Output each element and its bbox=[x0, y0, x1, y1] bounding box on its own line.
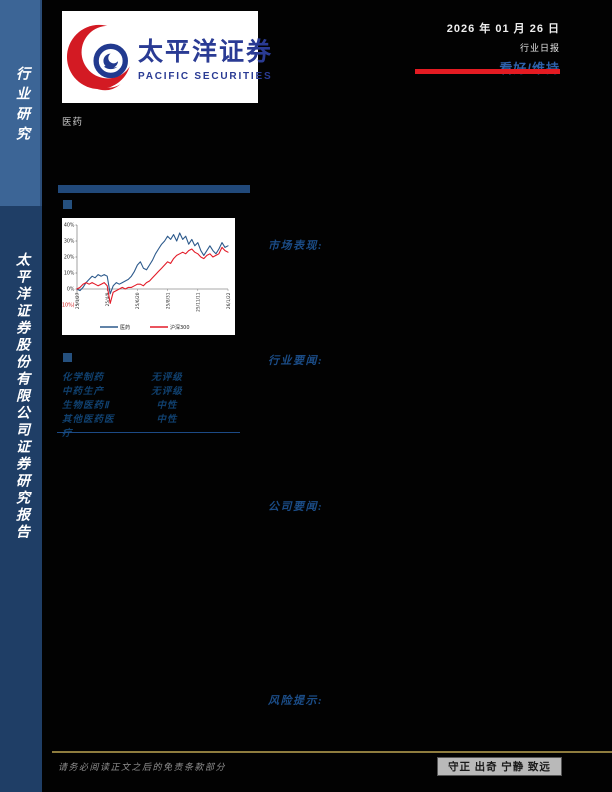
industry-rating: 看好/维持 bbox=[447, 58, 560, 77]
logo: 太平洋证券 PACIFIC SECURITIES bbox=[62, 11, 271, 103]
table-row: 化学制药 无评级 bbox=[62, 371, 240, 385]
subindustry-name: 化学制药 bbox=[62, 373, 105, 383]
table-row: 生物医药Ⅱ 中性 bbox=[62, 399, 240, 413]
heading-industry-news: 行业要闻: bbox=[268, 355, 324, 367]
svg-text:20%: 20% bbox=[64, 255, 75, 261]
sidebar-label-industry-research: 行业研究 bbox=[14, 66, 29, 146]
svg-text:25/11/11: 25/11/11 bbox=[196, 292, 202, 312]
svg-text:30%: 30% bbox=[64, 239, 75, 245]
section-marker-icon bbox=[63, 200, 72, 209]
table-row: 中药生产 无评级 bbox=[62, 385, 240, 399]
svg-text:10%: 10% bbox=[64, 271, 75, 277]
sidebar-bottom-band bbox=[0, 206, 42, 792]
svg-text:26/1/22: 26/1/22 bbox=[226, 292, 232, 309]
heading-company-news: 公司要闻: bbox=[268, 501, 324, 513]
heading-risk-warning: 风险提示: bbox=[268, 695, 324, 707]
svg-text:25/6/20: 25/6/20 bbox=[135, 292, 141, 309]
heading-market-performance: 市场表现: bbox=[268, 240, 324, 252]
svg-text:0%: 0% bbox=[67, 287, 75, 293]
rating-underline-bar bbox=[415, 69, 560, 74]
footer-rule bbox=[52, 751, 612, 753]
performance-chart: 40% 30% 20% 10% 0% (10%)25/1/27 25/4/9 25/6/20 2… bbox=[62, 218, 235, 335]
svg-text:40%: 40% bbox=[64, 223, 75, 229]
table-bottom-rule bbox=[57, 432, 240, 433]
subindustry-name: 中药生产 bbox=[62, 387, 105, 397]
subindustry-rating: 中性 bbox=[156, 415, 178, 425]
svg-text:25/8/31: 25/8/31 bbox=[165, 292, 171, 309]
report-type: 行业日报 bbox=[519, 43, 560, 53]
svg-text:25/1/27: 25/1/27 bbox=[75, 292, 81, 309]
subindustry-rating: 无评级 bbox=[151, 387, 183, 397]
subindustry-name: 其他医药医疗 bbox=[62, 415, 115, 439]
industry-name: 医药 bbox=[62, 117, 84, 128]
svg-text:医药: 医药 bbox=[120, 324, 130, 331]
report-date: 2026 年 01 月 26 日 bbox=[446, 23, 560, 35]
svg-text:25/4/9: 25/4/9 bbox=[105, 292, 111, 306]
logo-name-en: PACIFIC SECURITIES bbox=[138, 71, 273, 82]
sidebar-top-band bbox=[0, 0, 42, 206]
section-divider-bar bbox=[58, 185, 250, 193]
footer-motto: 守正 出奇 宁静 致远 bbox=[437, 757, 562, 776]
subindustry-name: 生物医药Ⅱ bbox=[62, 401, 110, 411]
svg-text:(10%): (10%) bbox=[62, 303, 75, 309]
svg-text:沪深300: 沪深300 bbox=[170, 324, 190, 331]
subindustry-rating-table: 化学制药 无评级 中药生产 无评级 生物医药Ⅱ 中性 其他医药医疗 中性 bbox=[62, 371, 240, 441]
logo-name-cn: 太平洋证券 bbox=[138, 38, 274, 66]
sidebar-label-company: 太平洋证券股份有限公司证券研究报告 bbox=[14, 252, 29, 541]
section-marker-icon bbox=[63, 353, 72, 362]
footer-disclaimer: 请务必阅读正文之后的免责条款部分 bbox=[58, 762, 227, 772]
subindustry-rating: 中性 bbox=[156, 401, 178, 411]
table-row: 其他医药医疗 中性 bbox=[62, 413, 240, 441]
subindustry-rating: 无评级 bbox=[151, 373, 183, 383]
pacific-securities-logo-icon bbox=[66, 24, 135, 91]
